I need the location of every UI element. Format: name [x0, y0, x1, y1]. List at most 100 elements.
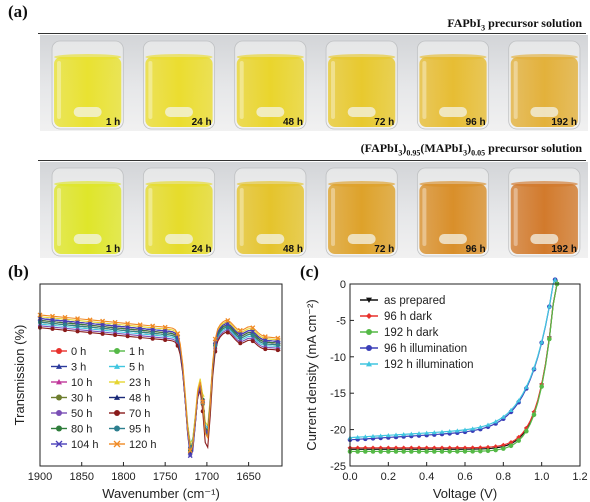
- row2-bottle-meniscus: [145, 181, 213, 187]
- chart-c-point: [386, 432, 391, 438]
- chart-c-point: [531, 365, 537, 370]
- chart-b-legend-marker: [114, 410, 120, 416]
- chart-c-point: [485, 448, 491, 454]
- chart-c-legend: as prepared 96 h dark 192 h dark 96 h illum…: [360, 295, 474, 371]
- chart-b-point: [75, 323, 80, 328]
- chart-c-point: [386, 449, 391, 454]
- chart-b-point: [250, 339, 255, 344]
- chart-c-point: [531, 412, 537, 418]
- chart-c-point: [401, 449, 406, 454]
- chart-c-point: [470, 449, 475, 454]
- row1-bottle-meniscus: [419, 54, 487, 60]
- chart-c-point: [424, 430, 429, 435]
- chart-c-series-group: [347, 277, 560, 454]
- row1-bottle-highlight: [148, 61, 153, 119]
- chart-b-point: [275, 335, 281, 341]
- chart-c-point: [363, 445, 368, 451]
- chart-c-point: [478, 424, 483, 429]
- chart-b-point: [75, 329, 80, 334]
- row1-rule: [38, 33, 586, 34]
- row1-bottles-svg: 1 h 24 h 48 h 72 h 96 h 192 h: [40, 35, 588, 131]
- chart-b-point: [75, 319, 81, 325]
- chart-c-legend-marker: [366, 345, 372, 351]
- chart-c-ytick-label: -25: [330, 461, 346, 473]
- chart-c-legend-label: 192 h dark: [384, 327, 439, 339]
- row1-bottle: 72 h: [325, 40, 398, 130]
- chart-c-point: [547, 304, 552, 309]
- chart-b-series-group: [37, 312, 281, 459]
- chart-c-legend-marker: [366, 329, 372, 335]
- row2-bottle-meniscus: [236, 181, 304, 187]
- chart-b-point: [50, 326, 55, 331]
- chart-b-frame: [39, 283, 283, 467]
- chart-c-ylabel: Current density (mA cm⁻²): [304, 299, 319, 450]
- row1-bottle-highlight: [239, 61, 244, 119]
- row2-bottle: 24 h: [142, 167, 216, 257]
- row1-bottle-highlight: [422, 61, 427, 119]
- chart-c-xlabel: Voltage (V): [433, 486, 497, 501]
- chart-b-legend-label: 104 h: [71, 439, 99, 451]
- row1-bottle-meniscus: [328, 54, 396, 60]
- chart-b-xtick-label: 1700: [195, 471, 219, 483]
- chart-c-xtick-label: 0.6: [457, 471, 472, 483]
- row2-bottle-stirbar: [256, 234, 285, 244]
- chart-b-point: [200, 399, 206, 405]
- row2-bottle: 48 h: [234, 167, 307, 257]
- row2-bottle: 72 h: [325, 167, 398, 257]
- row2-bottle-liquid: [419, 184, 487, 254]
- chart-c-point: [516, 434, 521, 440]
- row2-bottle-highlight: [148, 188, 153, 246]
- chart-c-point: [501, 442, 506, 448]
- chart-c-ytick-label: 0: [340, 279, 346, 291]
- chart-c-point: [355, 434, 360, 439]
- chart-c-svg: 0.0 0.2 0.4 0.6 0.8 1.0 1.2 0 -5 -10 -15 -20 -25 Volt…: [304, 277, 588, 501]
- chart-b-legend-marker: [114, 379, 120, 385]
- row1-title: FAPbI3 precursor solution: [447, 16, 582, 33]
- chart-c-xtick-label: 1.0: [534, 471, 549, 483]
- chart-b-point: [138, 335, 143, 340]
- chart-b-point: [137, 322, 143, 328]
- chart-c-point: [432, 430, 437, 435]
- chart-c-point: [393, 445, 399, 451]
- chart-b-legend-marker: [55, 440, 63, 448]
- chart-c-point: [439, 449, 445, 454]
- row1-photo-background: [40, 35, 588, 131]
- row1-time-label: 24 h: [192, 117, 212, 128]
- chart-b-legend-label: 3 h: [71, 362, 86, 374]
- chart-c-point: [539, 384, 544, 389]
- row1-bottle-highlight: [57, 61, 62, 119]
- row2-time-label: 96 h: [466, 244, 486, 255]
- chart-c-point: [485, 444, 491, 450]
- chart-c-point: [386, 445, 391, 451]
- chart-b-point: [187, 448, 193, 454]
- chart-b-point: [212, 336, 218, 342]
- chart-b-point: [163, 332, 168, 337]
- row1-bottle-meniscus: [145, 54, 213, 60]
- chart-b-xlabel: Wavenumber (cm⁻¹): [102, 486, 220, 501]
- row1-bottle-stirbar: [439, 107, 467, 117]
- row2-time-label: 192 h: [551, 244, 577, 255]
- row2-title: (FAPbI3)0.95(MAPbI3)0.05 precursor solut…: [360, 141, 582, 158]
- chart-b-legend-marker: [56, 425, 62, 432]
- chart-c-legend-label: 96 h illumination: [384, 343, 467, 355]
- chart-b-legend-label: 48 h: [129, 393, 150, 405]
- chart-c-point: [424, 449, 429, 454]
- chart-b-point: [237, 327, 243, 333]
- row2-bottle-liquid: [236, 184, 304, 254]
- chart-b-point: [138, 330, 143, 335]
- chart-c-point: [478, 448, 483, 454]
- chart-c-point: [363, 434, 368, 439]
- row1-bottle-liquid: [510, 57, 578, 127]
- chart-b-legend-marker: [114, 425, 120, 432]
- chart-b-point: [237, 331, 243, 337]
- panel-a-label: (a): [8, 2, 28, 21]
- chart-b-legend-label: 10 h: [71, 377, 92, 389]
- row2-bottle-highlight: [239, 188, 244, 246]
- row2-rule: [38, 160, 586, 161]
- chart-b-point: [263, 341, 268, 346]
- chart-b-ylabel: Transmission (%): [12, 325, 27, 426]
- chart-c-point: [508, 443, 514, 449]
- chart-c-point: [378, 433, 383, 438]
- chart-b-legend-marker: [56, 394, 62, 401]
- row2-bottle-liquid: [145, 184, 213, 254]
